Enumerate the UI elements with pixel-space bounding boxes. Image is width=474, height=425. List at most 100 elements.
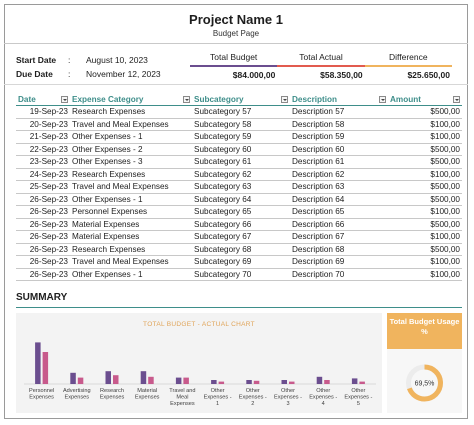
cell-expense-category[interactable]: Other Expenses - 1 [70, 130, 192, 144]
start-date-value[interactable]: August 10, 2023 [86, 55, 148, 65]
cell-expense-category[interactable]: Research Expenses [70, 168, 192, 181]
table-row[interactable]: 24-Sep-23 Research Expenses Subcategory 62… [16, 168, 462, 181]
cell-subcategory[interactable]: Subcategory 58 [192, 118, 290, 131]
filter-dropdown-icon[interactable] [379, 96, 386, 103]
table-row[interactable]: 26-Sep-23 Material Expenses Subcategory 67… [16, 230, 462, 244]
table-row[interactable]: 26-Sep-23 Research Expenses Subcategory 68… [16, 243, 462, 256]
table-row[interactable]: 21-Sep-23 Other Expenses - 1 Subcategory 5… [16, 130, 462, 144]
cell-expense-category[interactable]: Research Expenses [70, 243, 192, 256]
chart-bar-series-1[interactable] [246, 380, 252, 384]
cell-date[interactable]: 26-Sep-23 [16, 243, 70, 256]
col-header-date[interactable]: Date [16, 94, 70, 106]
chart-bar-series-2[interactable] [359, 381, 365, 384]
chart-bar-series-2[interactable] [183, 377, 189, 384]
cell-description[interactable]: Description 60 [290, 143, 388, 156]
cell-subcategory[interactable]: Subcategory 62 [192, 168, 290, 181]
cell-subcategory[interactable]: Subcategory 66 [192, 218, 290, 231]
chart-bar-series-1[interactable] [140, 371, 147, 384]
table-row[interactable]: 26-Sep-23 Other Expenses - 1 Subcategory 7… [16, 268, 462, 281]
chart-bar-series-1[interactable] [35, 342, 41, 384]
cell-amount[interactable]: $100,00 [388, 118, 462, 131]
chart-bar-series-2[interactable] [253, 380, 260, 384]
table-row[interactable]: 22-Sep-23 Other Expenses - 2 Subcategory 6… [16, 143, 462, 156]
cell-amount[interactable]: $500,00 [388, 193, 462, 206]
cell-date[interactable]: 19-Sep-23 [16, 105, 70, 119]
cell-date[interactable]: 26-Sep-23 [16, 255, 70, 269]
table-row[interactable]: 26-Sep-23 Material Expenses Subcategory 66… [16, 218, 462, 231]
cell-subcategory[interactable]: Subcategory 65 [192, 205, 290, 219]
chart-bar-series-2[interactable] [42, 352, 49, 384]
due-date-value[interactable]: November 12, 2023 [86, 69, 161, 79]
chart-bar-series-2[interactable] [113, 375, 119, 384]
cell-description[interactable]: Description 57 [290, 105, 388, 119]
cell-description[interactable]: Description 64 [290, 193, 388, 206]
cell-subcategory[interactable]: Subcategory 59 [192, 130, 290, 144]
cell-date[interactable]: 26-Sep-23 [16, 193, 70, 206]
cell-date[interactable]: 24-Sep-23 [16, 168, 70, 181]
cell-date[interactable]: 26-Sep-23 [16, 230, 70, 244]
cell-date[interactable]: 20-Sep-23 [16, 118, 70, 131]
chart-bar-series-2[interactable] [148, 376, 154, 384]
cell-expense-category[interactable]: Material Expenses [70, 218, 192, 231]
cell-expense-category[interactable]: Other Expenses - 3 [70, 155, 192, 169]
cell-description[interactable]: Description 62 [290, 168, 388, 181]
table-row[interactable]: 26-Sep-23 Personnel Expenses Subcategory 6… [16, 205, 462, 219]
table-row[interactable]: 26-Sep-23 Travel and Meal Expenses Subcate… [16, 255, 462, 269]
table-row[interactable]: 25-Sep-23 Travel and Meal Expenses Subcate… [16, 180, 462, 194]
chart-bar-series-2[interactable] [77, 377, 84, 384]
cell-expense-category[interactable]: Travel and Meal Expenses [70, 255, 192, 269]
cell-description[interactable]: Description 58 [290, 118, 388, 131]
cell-description[interactable]: Description 68 [290, 243, 388, 256]
cell-subcategory[interactable]: Subcategory 67 [192, 230, 290, 244]
chart-bar-series-1[interactable] [211, 380, 217, 384]
chart-bar-series-2[interactable] [218, 381, 225, 384]
cell-subcategory[interactable]: Subcategory 64 [192, 193, 290, 206]
cell-description[interactable]: Description 65 [290, 205, 388, 219]
filter-dropdown-icon[interactable] [281, 96, 288, 103]
cell-expense-category[interactable]: Research Expenses [70, 105, 192, 119]
cell-subcategory[interactable]: Subcategory 57 [192, 105, 290, 119]
table-row[interactable]: 23-Sep-23 Other Expenses - 3 Subcategory 6… [16, 155, 462, 169]
cell-description[interactable]: Description 70 [290, 268, 388, 281]
cell-date[interactable]: 22-Sep-23 [16, 143, 70, 156]
col-header-expense-category[interactable]: Expense Category [70, 94, 192, 106]
project-name[interactable]: Project Name 1 [189, 12, 283, 27]
cell-subcategory[interactable]: Subcategory 63 [192, 180, 290, 194]
cell-amount[interactable]: $500,00 [388, 243, 462, 256]
chart-bar-series-1[interactable] [351, 378, 358, 384]
cell-amount[interactable]: $500,00 [388, 143, 462, 156]
cell-date[interactable]: 25-Sep-23 [16, 180, 70, 194]
cell-amount[interactable]: $100,00 [388, 205, 462, 219]
cell-amount[interactable]: $100,00 [388, 268, 462, 281]
cell-description[interactable]: Description 63 [290, 180, 388, 194]
table-row[interactable]: 26-Sep-23 Other Expenses - 1 Subcategory 6… [16, 193, 462, 206]
cell-subcategory[interactable]: Subcategory 61 [192, 155, 290, 169]
cell-date[interactable]: 23-Sep-23 [16, 155, 70, 169]
cell-amount[interactable]: $500,00 [388, 105, 462, 119]
table-row[interactable]: 20-Sep-23 Travel and Meal Expenses Subcate… [16, 118, 462, 131]
cell-amount[interactable]: $500,00 [388, 218, 462, 231]
chart-bar-series-1[interactable] [105, 371, 112, 384]
cell-date[interactable]: 26-Sep-23 [16, 218, 70, 231]
cell-description[interactable]: Description 66 [290, 218, 388, 231]
cell-expense-category[interactable]: Travel and Meal Expenses [70, 180, 192, 194]
chart-bar-series-1[interactable] [70, 372, 76, 384]
chart-bar-series-1[interactable] [316, 376, 323, 384]
cell-amount[interactable]: $100,00 [388, 230, 462, 244]
filter-dropdown-icon[interactable] [183, 96, 190, 103]
cell-amount[interactable]: $500,00 [388, 180, 462, 194]
cell-description[interactable]: Description 61 [290, 155, 388, 169]
filter-dropdown-icon[interactable] [453, 96, 460, 103]
cell-expense-category[interactable]: Other Expenses - 1 [70, 193, 192, 206]
cell-amount[interactable]: $500,00 [388, 155, 462, 169]
cell-expense-category[interactable]: Other Expenses - 2 [70, 143, 192, 156]
chart-bar-series-2[interactable] [324, 380, 330, 384]
cell-subcategory[interactable]: Subcategory 60 [192, 143, 290, 156]
cell-subcategory[interactable]: Subcategory 70 [192, 268, 290, 281]
cell-expense-category[interactable]: Travel and Meal Expenses [70, 118, 192, 131]
cell-description[interactable]: Description 59 [290, 130, 388, 144]
chart-bar-series-2[interactable] [289, 381, 295, 384]
cell-amount[interactable]: $100,00 [388, 168, 462, 181]
chart-bar-series-1[interactable] [175, 377, 182, 384]
col-header-description[interactable]: Description [290, 94, 388, 106]
